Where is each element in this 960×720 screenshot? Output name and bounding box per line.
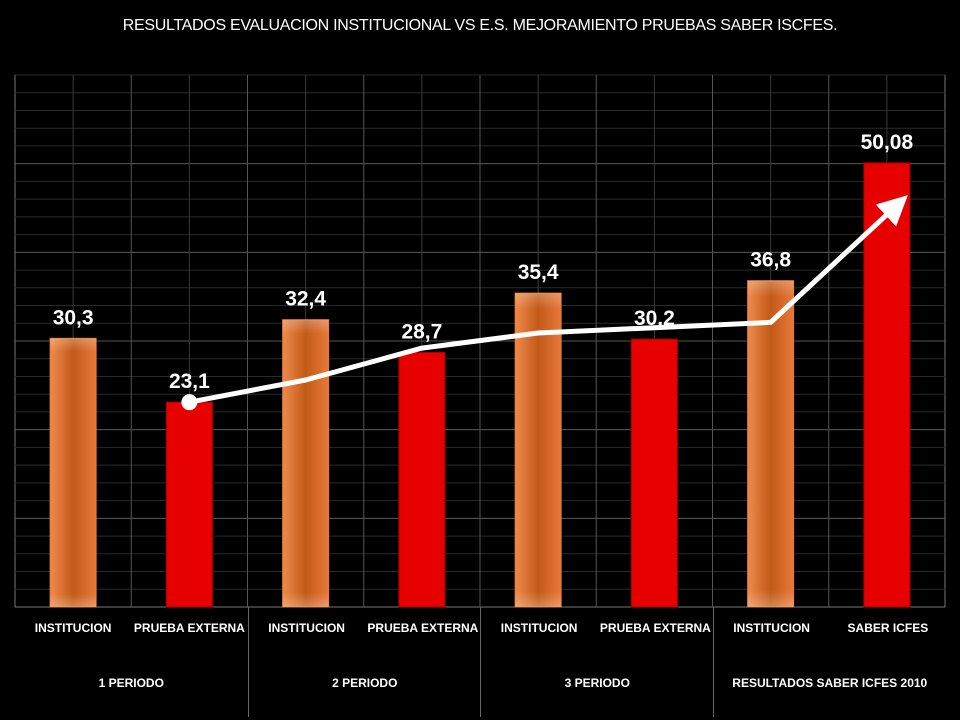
category-label-6: PRUEBA EXTERNA [599, 621, 711, 635]
bar-8 [863, 162, 911, 608]
category-label-1: INSTITUCION [34, 621, 112, 635]
category-label-5: INSTITUCION [500, 621, 578, 635]
category-label-3: INSTITUCION [268, 621, 345, 635]
trend-line [181, 195, 908, 411]
value-label-1: 30,3 [53, 306, 94, 329]
category-group-4: RESULTADOS SABER ICFES 2010 INSTITUCION SA… [712, 607, 947, 717]
chart-title: RESULTADOS EVALUACION INSTITUCIONAL VS E… [122, 17, 838, 34]
bars [49, 162, 911, 608]
bar-highlight-5 [515, 293, 562, 607]
category-group-2: 2 PERIODO INSTITUCION PRUEBA EXTERNA [247, 607, 482, 717]
category-label-4: PRUEBA EXTERNA [367, 621, 479, 635]
value-label-2: 23,1 [169, 370, 210, 393]
value-label-3: 32,4 [285, 288, 326, 311]
trend-polyline [188, 195, 908, 405]
bar-6 [630, 338, 678, 608]
value-label-6: 30,2 [634, 307, 675, 330]
bar-2 [165, 401, 213, 608]
bar-highlight-7 [747, 280, 794, 607]
trend-start-dot [181, 394, 198, 411]
data-labels: 30,3 23,1 32,4 28,7 35,4 30,2 36,8 50,08 [53, 131, 914, 393]
group-label: 2 PERIODO [332, 676, 398, 690]
category-label-8: SABER ICFES [847, 621, 929, 635]
value-label-4: 28,7 [401, 321, 442, 344]
category-group-1: 1 PERIODO INSTITUCION PRUEBA EXTERNA [15, 607, 248, 717]
category-label-2: PRUEBA EXTERNA [133, 621, 245, 635]
value-label-8: 50,08 [861, 131, 914, 154]
group-label: RESULTADOS SABER ICFES 2010 [732, 676, 928, 690]
value-label-5: 35,4 [518, 261, 559, 284]
category-label-7: INSTITUCION [733, 621, 810, 635]
value-label-7: 36,8 [750, 249, 791, 272]
bar-highlight-3 [282, 319, 329, 607]
category-group-3: 3 PERIODO INSTITUCION PRUEBA EXTERNA [480, 607, 714, 717]
bar-4 [398, 352, 446, 608]
group-label: 1 PERIODO [98, 676, 164, 690]
category-axis: 1 PERIODO INSTITUCION PRUEBA EXTERNA 2 PERI… [15, 607, 945, 717]
bar-highlight-1 [50, 338, 97, 607]
group-label: 3 PERIODO [564, 676, 630, 690]
